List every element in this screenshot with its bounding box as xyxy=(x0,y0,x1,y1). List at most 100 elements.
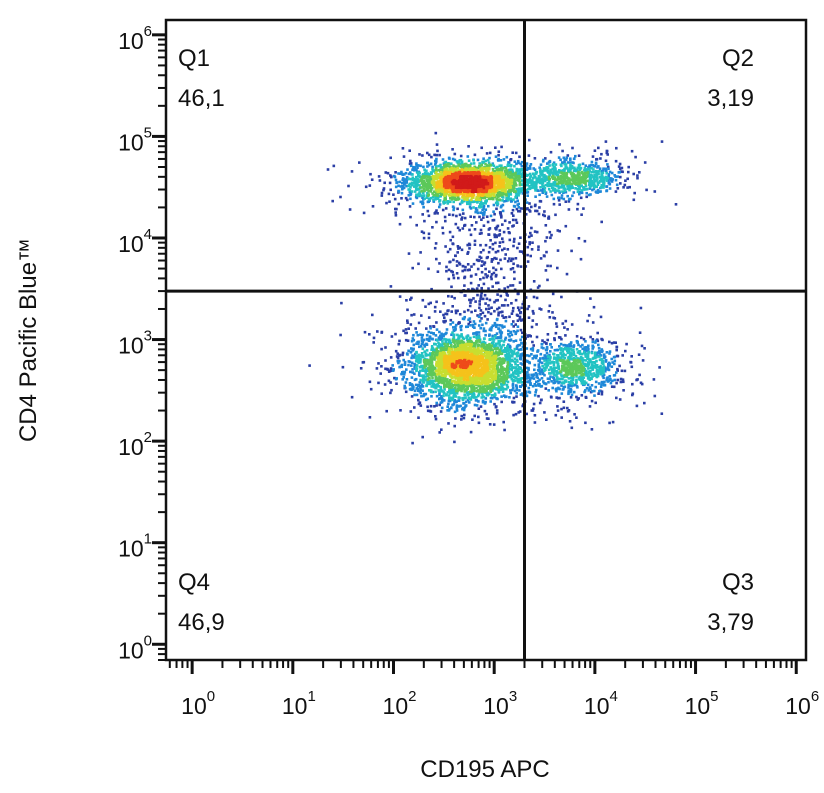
event-point xyxy=(428,182,432,185)
event-point xyxy=(531,384,535,388)
event-point xyxy=(595,364,599,367)
event-point xyxy=(405,184,408,188)
event-point xyxy=(358,161,361,164)
event-point xyxy=(562,179,565,183)
event-point xyxy=(423,181,427,185)
event-point xyxy=(518,385,522,388)
event-point xyxy=(519,187,523,190)
event-point xyxy=(447,422,450,425)
event-point xyxy=(502,200,506,203)
event-point xyxy=(570,393,574,397)
event-point xyxy=(598,170,601,173)
event-point xyxy=(428,352,432,355)
event-point xyxy=(497,327,500,330)
event-point xyxy=(582,366,586,370)
event-point xyxy=(431,195,435,199)
event-point xyxy=(447,309,450,312)
event-point xyxy=(430,390,433,394)
event-point xyxy=(520,319,523,322)
event-point xyxy=(427,153,431,157)
event-point xyxy=(500,339,503,342)
event-point xyxy=(574,154,577,158)
event-point xyxy=(571,179,574,183)
event-point xyxy=(515,313,519,317)
event-point xyxy=(590,167,593,170)
event-point xyxy=(553,317,557,320)
event-point xyxy=(545,342,548,345)
event-point xyxy=(605,172,608,175)
event-point xyxy=(482,390,485,394)
event-point xyxy=(444,245,447,248)
event-point xyxy=(495,197,498,201)
event-point xyxy=(555,380,559,383)
event-point xyxy=(488,298,492,302)
event-point xyxy=(544,192,548,195)
event-point xyxy=(372,336,376,340)
event-point xyxy=(588,377,591,381)
event-point xyxy=(498,380,501,384)
event-point xyxy=(514,182,517,186)
event-point xyxy=(563,163,567,166)
event-point xyxy=(495,409,499,412)
event-point xyxy=(470,274,473,278)
event-point xyxy=(453,399,457,402)
event-point xyxy=(388,181,392,185)
event-point xyxy=(426,151,429,155)
event-point xyxy=(411,371,415,374)
event-point xyxy=(501,310,504,314)
event-point xyxy=(582,188,586,191)
event-point xyxy=(548,184,551,188)
event-point xyxy=(369,387,373,391)
event-point xyxy=(423,168,426,172)
event-point xyxy=(555,387,558,391)
event-point xyxy=(510,212,514,215)
event-point xyxy=(394,185,398,189)
event-point xyxy=(416,183,419,187)
event-point xyxy=(453,328,457,332)
event-point xyxy=(563,366,567,369)
event-point xyxy=(380,194,384,197)
event-point xyxy=(585,372,589,376)
event-point xyxy=(511,386,515,390)
event-point xyxy=(484,202,487,205)
event-point xyxy=(511,388,514,392)
event-point xyxy=(578,365,582,369)
event-point xyxy=(466,155,470,158)
event-point xyxy=(526,245,530,249)
event-point xyxy=(425,196,429,199)
event-point xyxy=(385,409,388,413)
event-point xyxy=(443,348,447,352)
event-point xyxy=(608,350,612,353)
event-point xyxy=(533,354,536,358)
event-point xyxy=(506,304,510,307)
event-point xyxy=(643,401,646,405)
event-point xyxy=(448,157,451,160)
event-point xyxy=(405,378,409,381)
event-point xyxy=(542,185,545,188)
event-point xyxy=(437,341,440,345)
event-point xyxy=(560,181,563,185)
event-point xyxy=(411,441,414,445)
event-point xyxy=(516,325,520,328)
event-point xyxy=(437,358,441,362)
event-point xyxy=(538,284,541,288)
event-point xyxy=(464,396,467,399)
event-point xyxy=(494,241,497,245)
event-point xyxy=(533,368,536,372)
event-point xyxy=(368,184,372,187)
event-point xyxy=(390,335,394,338)
event-point xyxy=(594,339,598,343)
event-point xyxy=(308,364,311,367)
event-point xyxy=(528,380,532,384)
event-point xyxy=(468,304,472,308)
event-point xyxy=(494,373,497,376)
event-point xyxy=(613,373,617,377)
event-point xyxy=(403,384,406,388)
event-point xyxy=(452,206,456,210)
event-point xyxy=(500,204,503,208)
event-point xyxy=(587,193,591,197)
event-point xyxy=(553,348,557,352)
event-point xyxy=(619,175,622,179)
event-point xyxy=(507,354,510,358)
event-point xyxy=(540,384,544,388)
